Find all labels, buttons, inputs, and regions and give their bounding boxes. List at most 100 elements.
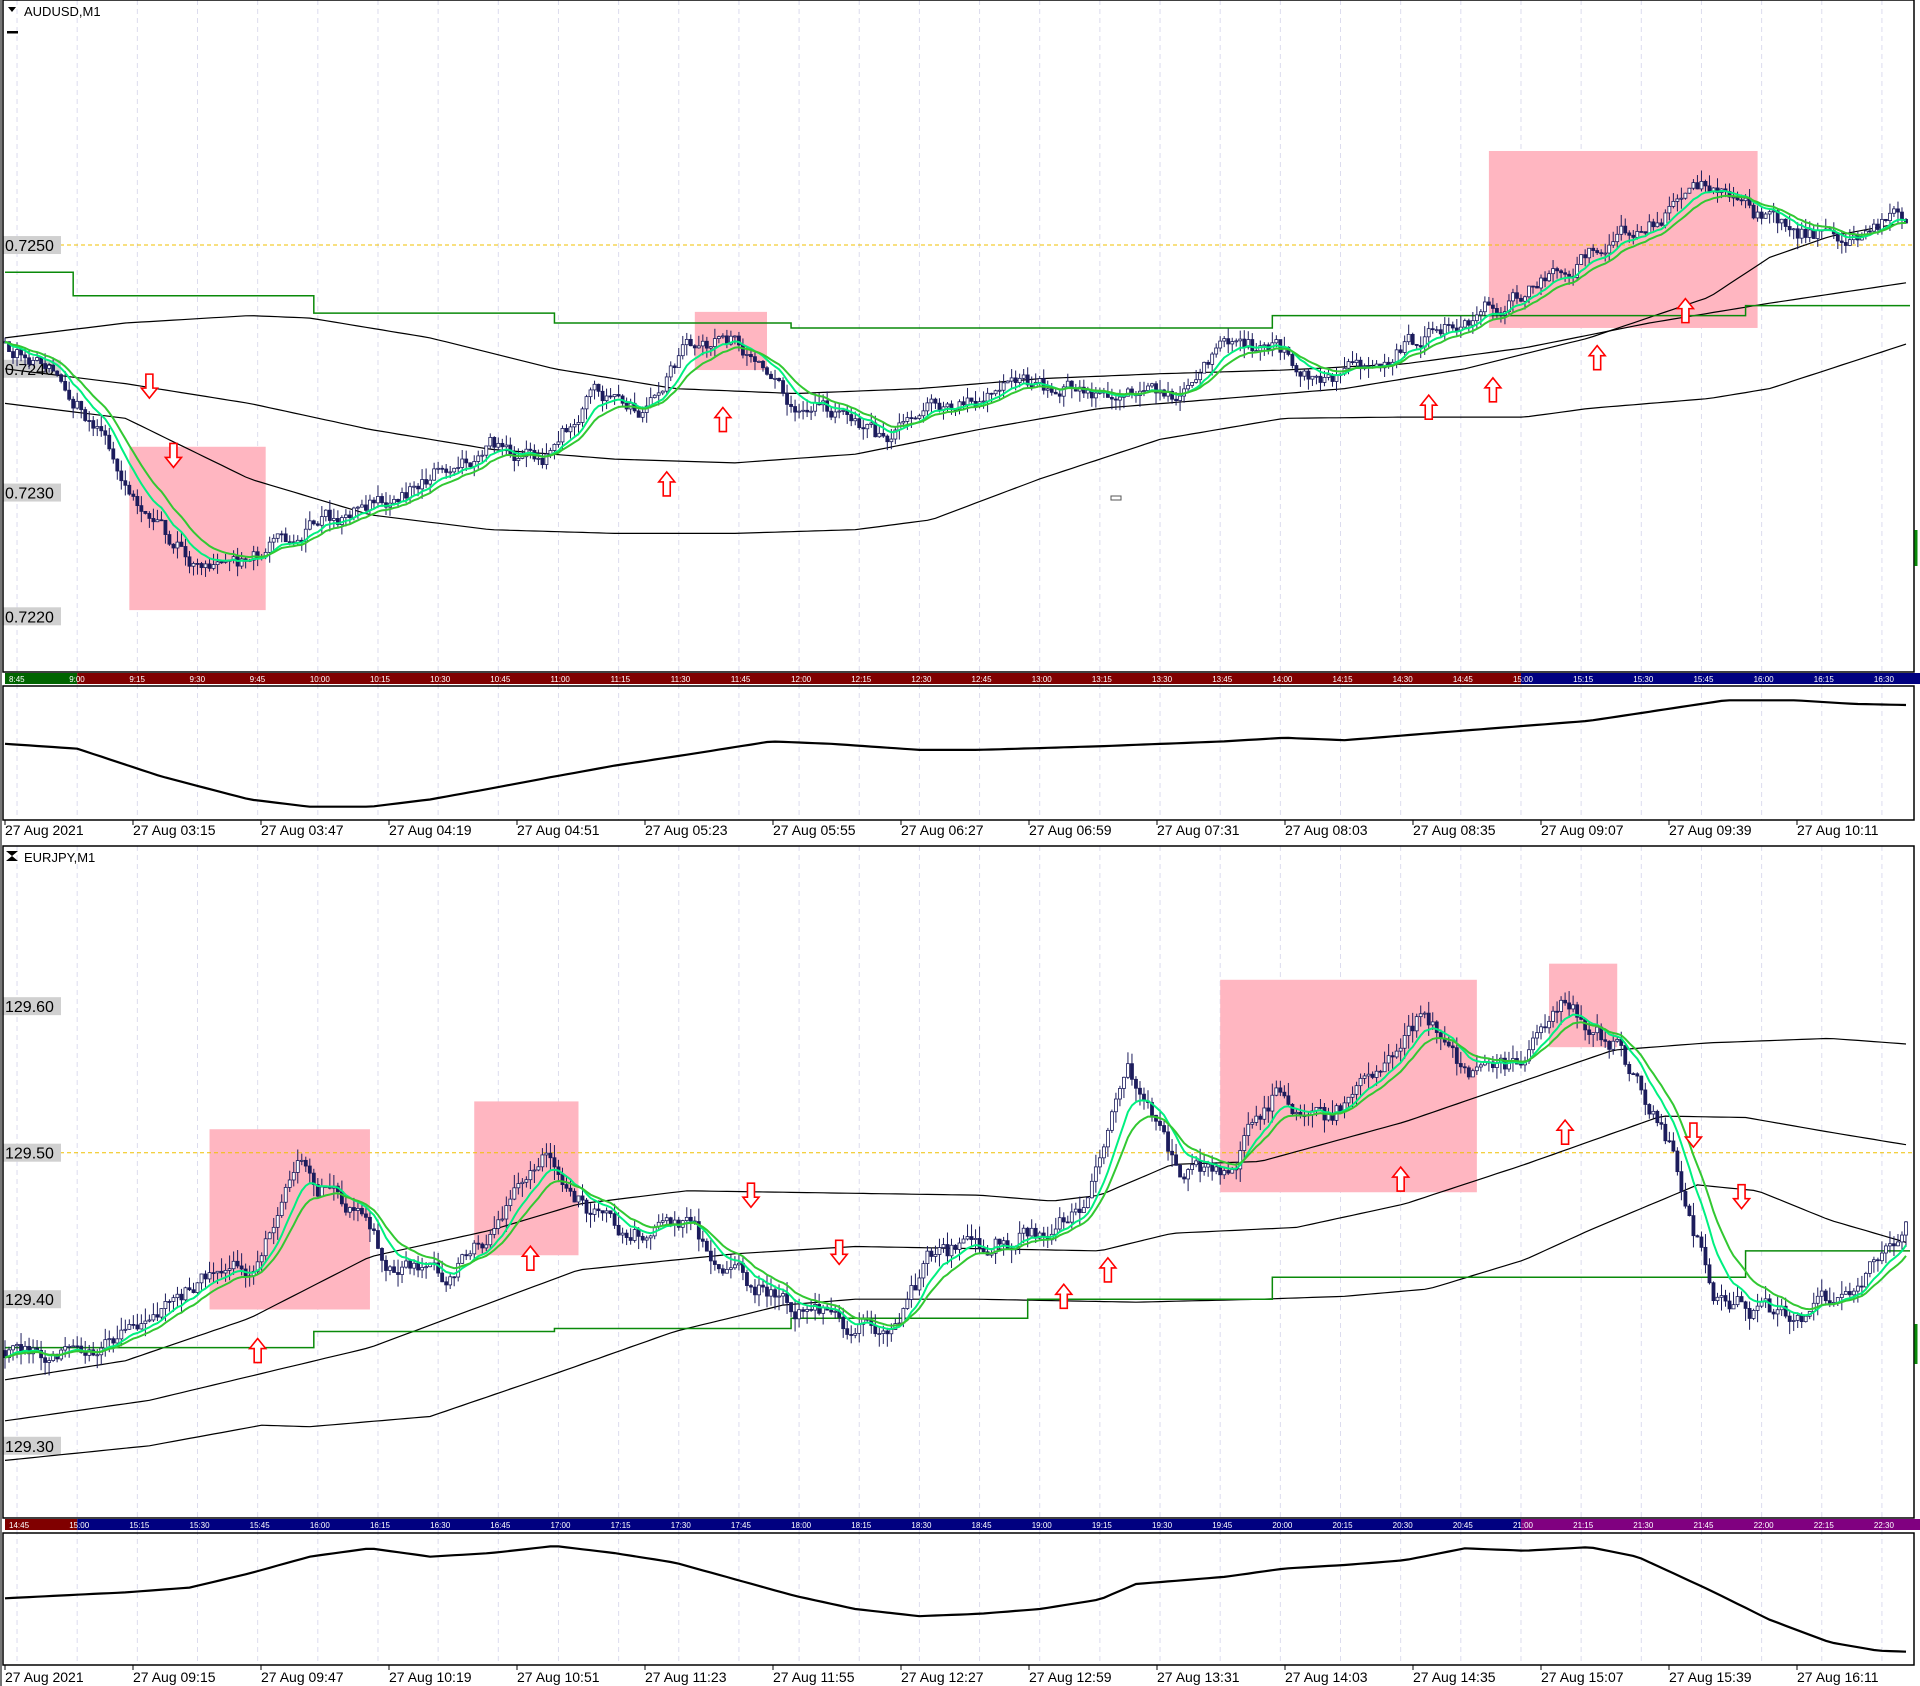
collapse-icon[interactable] (6, 851, 18, 861)
candle (504, 435, 509, 456)
candle (191, 561, 196, 576)
candle (1278, 1080, 1283, 1097)
date-label: 27 Aug 15:39 (1669, 1669, 1752, 1685)
candle (1491, 297, 1495, 320)
candle (488, 433, 493, 450)
candle (460, 1253, 465, 1264)
candle-body (921, 1263, 926, 1279)
triangle-down-icon[interactable] (8, 7, 16, 12)
candle-body (1218, 1166, 1223, 1176)
candle-body (1386, 361, 1391, 365)
candle (909, 1275, 914, 1308)
candle-body (119, 470, 124, 482)
date-label: 27 Aug 06:59 (1029, 822, 1112, 838)
oscillator-subwindow[interactable] (4, 1545, 1907, 1653)
candle (139, 496, 144, 523)
session-time-label: 14:45 (1453, 675, 1474, 684)
candle (745, 346, 749, 366)
candle (71, 1339, 76, 1348)
candle (275, 1207, 280, 1240)
session-time-label: 16:30 (430, 1521, 451, 1530)
candle-body (1639, 231, 1644, 233)
candle-body (664, 376, 669, 392)
chart-title: EURJPY,M1 (6, 850, 95, 865)
candle (59, 373, 64, 384)
candle (680, 1219, 685, 1238)
candle (1430, 1012, 1435, 1030)
oscillator-subwindow[interactable] (4, 699, 1907, 808)
window-border (2, 0, 1915, 673)
candle (885, 1327, 890, 1347)
candle (1839, 1281, 1844, 1311)
candle-body (1547, 273, 1551, 282)
candle-body (400, 1266, 404, 1275)
candle (1410, 332, 1415, 346)
candle-body (568, 426, 573, 433)
candle (925, 1246, 930, 1276)
candle-body (1687, 1205, 1692, 1217)
candle-body (147, 513, 152, 519)
candle (1719, 1284, 1724, 1311)
candle (1262, 1095, 1267, 1125)
candle-body (1194, 1160, 1199, 1166)
candle (1406, 324, 1411, 345)
candle-body (1242, 1135, 1247, 1151)
candle (1218, 336, 1223, 352)
candle (267, 1231, 272, 1240)
candle (749, 1284, 753, 1293)
candle-body (131, 1324, 136, 1326)
candle-body (1089, 1180, 1094, 1199)
candle (540, 448, 545, 469)
arrow-up-icon (1390, 1165, 1411, 1192)
candle (211, 1262, 216, 1284)
candle (107, 427, 112, 452)
candle (1025, 367, 1030, 389)
candle (1254, 1105, 1259, 1126)
candle (1579, 1005, 1584, 1021)
candle-body (1880, 1252, 1884, 1262)
session-time-label: 15:30 (1633, 675, 1654, 684)
candle-body (765, 1286, 769, 1297)
candle (829, 1297, 834, 1315)
candle-body (572, 424, 577, 428)
candle (1755, 205, 1760, 222)
candle-body (1851, 1290, 1856, 1296)
candle-body (1374, 1070, 1379, 1078)
candle (1884, 218, 1888, 223)
session-time-label: 20:00 (1272, 1521, 1293, 1530)
candle-body (1884, 1245, 1888, 1254)
candle-body (496, 1219, 501, 1229)
candle (801, 401, 805, 420)
candle (1146, 1090, 1150, 1109)
candle-body (99, 426, 104, 432)
candle (877, 425, 882, 438)
window-border (2, 1532, 1915, 1666)
candle (676, 347, 681, 369)
candle-body (1847, 1291, 1852, 1296)
candle-body (95, 426, 100, 429)
candle (1755, 1293, 1760, 1323)
candle (163, 519, 168, 544)
candle-body (123, 1328, 128, 1331)
candle (307, 511, 312, 531)
candle-body (544, 1152, 549, 1156)
price-label: 0.7220 (5, 609, 54, 626)
candle (147, 1314, 152, 1323)
candle (1242, 1127, 1247, 1161)
candle (15, 1342, 19, 1359)
candle (700, 334, 705, 356)
candle (207, 557, 212, 572)
candle-body (516, 1183, 521, 1189)
candle-body (1005, 380, 1010, 384)
candle (1101, 1143, 1106, 1165)
candle (1041, 369, 1046, 395)
candle-body (588, 389, 593, 398)
candle (1402, 1023, 1407, 1059)
date-label: 27 Aug 14:35 (1413, 1669, 1496, 1685)
candle (1210, 1155, 1215, 1181)
candle (1771, 1308, 1776, 1320)
